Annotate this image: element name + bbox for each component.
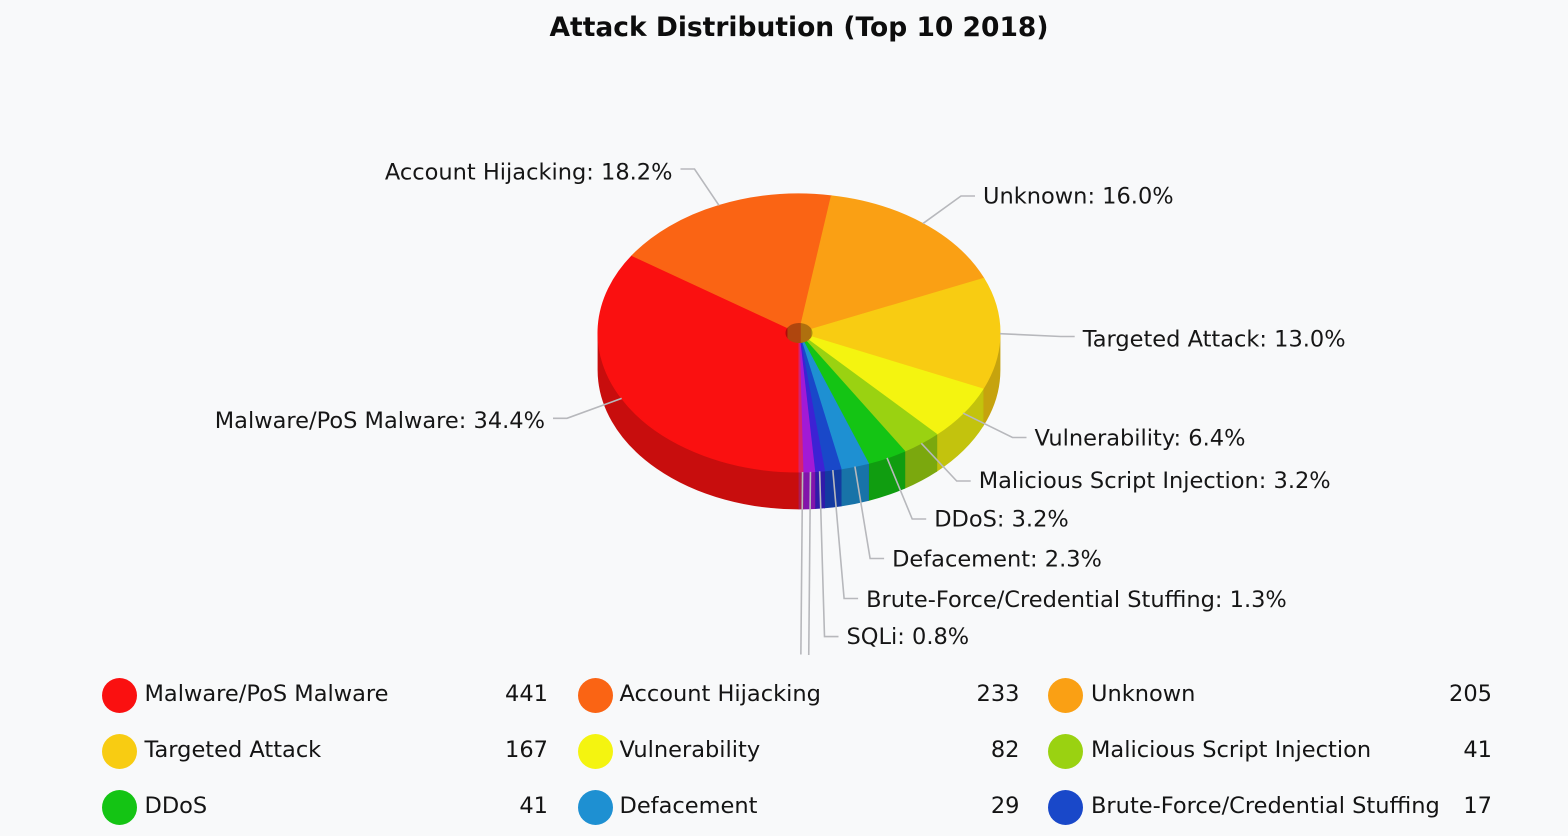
slice-label-malicious-script-injection: Malicious Script Injection: 3.2% bbox=[979, 468, 1331, 494]
hub-facet-account-hijacking bbox=[787, 323, 802, 343]
legend-value-vulnerability: 82 bbox=[990, 737, 1020, 763]
pie-center-hub bbox=[785, 323, 813, 343]
slice-pointer-line-ddos bbox=[886, 457, 927, 520]
legend-swatch-icon-malware-pos-malware bbox=[101, 678, 137, 713]
legend-value-brute-force-credential-stuffing: 17 bbox=[1463, 793, 1492, 819]
legend-value-ddos: 41 bbox=[519, 793, 548, 819]
pie-slice-side-unlabeled bbox=[802, 471, 816, 510]
slice-pointer-line-vulnerability bbox=[962, 412, 1027, 439]
legend-swatch-icon-account-hijacking bbox=[577, 678, 613, 713]
legend-value-defacement: 29 bbox=[990, 793, 1020, 819]
slice-pointer-line-targeted-attack bbox=[999, 332, 1075, 338]
slice-pointer-line-malicious-script-injection bbox=[920, 442, 971, 482]
legend-swatch-icon-malicious-script-injection bbox=[1047, 734, 1083, 769]
legend-item-defacement[interactable]: Defacement 29 bbox=[577, 790, 1020, 826]
slice-pointer-line-sqli bbox=[818, 471, 839, 638]
legend-label-defacement: Defacement bbox=[619, 793, 758, 819]
legend-label-account-hijacking: Account Hijacking bbox=[619, 681, 821, 707]
legend-item-brute-force-credential-stuffing[interactable]: Brute-Force/Credential Stuffing 17 bbox=[1047, 790, 1492, 826]
slice-label-account-hijacking: Account Hijacking: 18.2% bbox=[385, 160, 673, 186]
legend-label-unknown: Unknown bbox=[1091, 681, 1196, 707]
legend-label-malware-pos-malware: Malware/PoS Malware bbox=[144, 681, 389, 707]
slice-label-brute-force-credential-stuffing: Brute-Force/Credential Stuffing: 1.3% bbox=[866, 587, 1287, 613]
legend-item-unknown[interactable]: Unknown 205 bbox=[1047, 678, 1492, 714]
slice-label-malware-pos-malware: Malware/PoS Malware: 34.4% bbox=[215, 408, 545, 434]
legend-label-malicious-script-injection: Malicious Script Injection bbox=[1091, 737, 1372, 763]
legend-swatch-icon-brute-force-credential-stuffing bbox=[1047, 790, 1083, 825]
legend-value-malicious-script-injection: 41 bbox=[1463, 737, 1492, 763]
legend-label-ddos: DDoS bbox=[144, 793, 208, 819]
hub-facet-malware-pos-malware bbox=[785, 323, 789, 343]
legend-item-malware-pos-malware[interactable]: Malware/PoS Malware 441 bbox=[101, 678, 548, 714]
legend-value-malware-pos-malware: 441 bbox=[505, 681, 548, 707]
slice-label-vulnerability: Vulnerability: 6.4% bbox=[1035, 426, 1246, 452]
slice-pointer-line-unlabeled bbox=[800, 471, 804, 655]
slice-pointer-line-account-hijacking bbox=[680, 168, 720, 206]
pie-slice-account-hijacking[interactable] bbox=[631, 193, 832, 334]
slice-pointer-line-brute-force-credential-stuffing bbox=[832, 469, 859, 600]
legend-item-vulnerability[interactable]: Vulnerability 82 bbox=[577, 734, 1020, 770]
chart-title: Attack Distribution (Top 10 2018) bbox=[549, 12, 1049, 43]
slice-pointer-line-defacement bbox=[854, 466, 885, 560]
legend-swatch-icon-defacement bbox=[577, 790, 613, 825]
legend-item-account-hijacking[interactable]: Account Hijacking 233 bbox=[577, 678, 1020, 714]
slice-pointer-line-unlabeled bbox=[807, 471, 812, 656]
legend-item-malicious-script-injection[interactable]: Malicious Script Injection 41 bbox=[1047, 734, 1492, 770]
pie-slice-malware-pos-malware[interactable] bbox=[597, 255, 800, 473]
slice-label-unknown: Unknown: 16.0% bbox=[983, 184, 1174, 210]
slice-label-ddos: DDoS: 3.2% bbox=[934, 507, 1069, 533]
legend-item-targeted-attack[interactable]: Targeted Attack 167 bbox=[101, 734, 548, 770]
slice-label-targeted-attack: Targeted Attack: 13.0% bbox=[1082, 327, 1346, 353]
legend-label-targeted-attack: Targeted Attack bbox=[144, 737, 322, 763]
legend-swatch-icon-unknown bbox=[1047, 678, 1083, 713]
hub-facet-unknown bbox=[800, 323, 812, 343]
legend-value-unknown: 205 bbox=[1449, 681, 1492, 707]
hub-facet-targeted-attack bbox=[811, 323, 813, 343]
slice-pointer-line-malware-pos-malware bbox=[553, 397, 622, 420]
slice-label-sqli: SQLi: 0.8% bbox=[847, 624, 970, 650]
legend-value-account-hijacking: 233 bbox=[976, 681, 1020, 707]
legend-swatch-icon-ddos bbox=[101, 790, 137, 825]
legend-label-brute-force-credential-stuffing: Brute-Force/Credential Stuffing bbox=[1091, 793, 1440, 819]
pie-slice-unlabeled[interactable] bbox=[798, 332, 804, 473]
legend-label-vulnerability: Vulnerability bbox=[619, 737, 761, 763]
legend-swatch-icon-targeted-attack bbox=[101, 734, 137, 769]
legend-swatch-icon-vulnerability bbox=[577, 734, 613, 769]
legend-item-ddos[interactable]: DDoS 41 bbox=[101, 790, 548, 826]
slice-label-defacement: Defacement: 2.3% bbox=[892, 547, 1102, 573]
legend-value-targeted-attack: 167 bbox=[505, 737, 548, 763]
slice-pointer-line-unknown bbox=[922, 195, 975, 225]
